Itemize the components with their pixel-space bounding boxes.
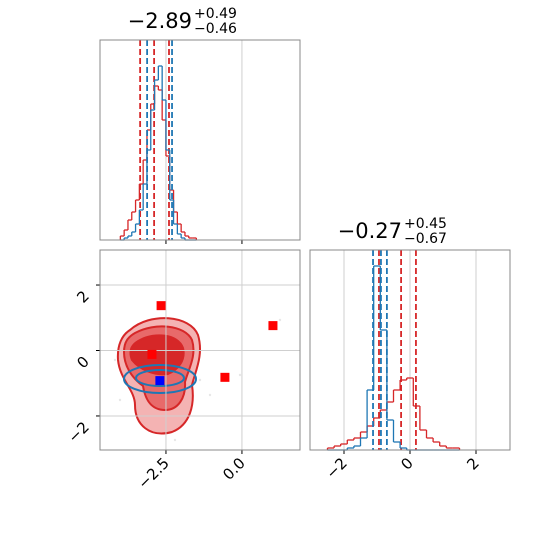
y-tick-label: 2 (73, 287, 92, 306)
panel-frame (99, 39, 301, 241)
x-tick-label: 2 (463, 454, 482, 473)
point (155, 376, 165, 386)
hist-riser (119, 86, 198, 240)
point (220, 372, 230, 382)
title-upper: +0.49 (194, 6, 237, 22)
title-upper: +0.45 (404, 216, 447, 232)
point (147, 349, 157, 359)
title-lower: −0.46 (194, 21, 237, 37)
panel-title: −2.89 (128, 9, 192, 33)
panel-title: −0.27 (338, 219, 402, 243)
x-tick-label: 0 (397, 454, 416, 473)
y-tick-label: 0 (73, 353, 92, 372)
x-tick-label: −2.5 (134, 454, 172, 492)
panel-frame (309, 249, 511, 451)
title-lower: −0.67 (404, 231, 447, 247)
hist-riser (346, 266, 408, 450)
panel-frame (99, 249, 301, 451)
y-tick-label: −2 (64, 418, 92, 446)
contour-blue-outer (123, 364, 197, 394)
point (268, 321, 278, 331)
contour-blue-inner (135, 369, 185, 387)
point (156, 301, 166, 311)
density-contours (113, 317, 282, 442)
x-tick-label: −2 (322, 454, 350, 482)
x-tick-label: 0.0 (219, 454, 249, 484)
